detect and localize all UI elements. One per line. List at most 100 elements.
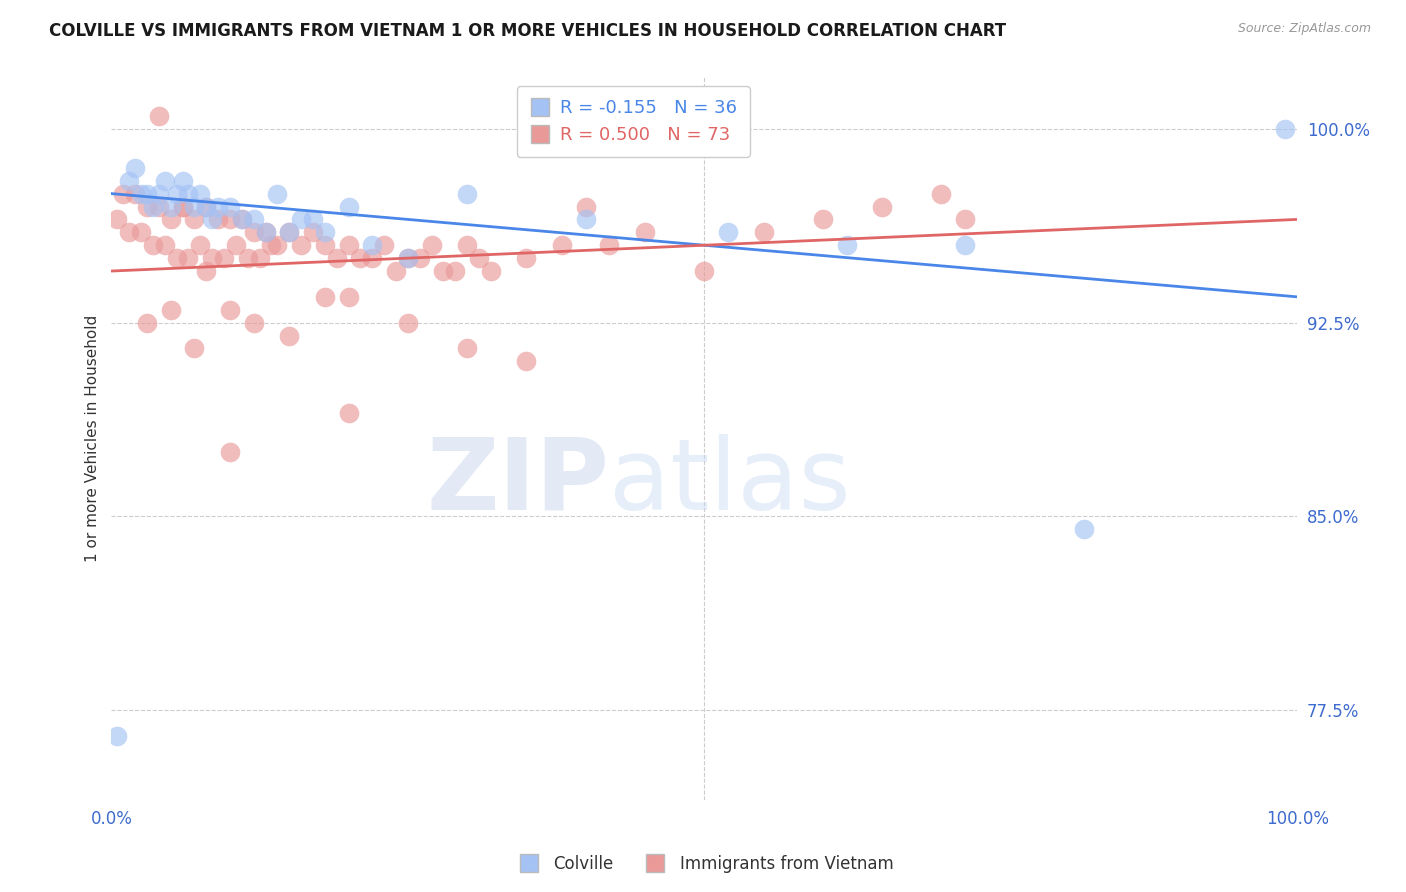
Point (468, 251, 491, 265)
Point (420, 238, 443, 252)
Point (148, 200, 170, 214)
Legend: Colville, Immigrants from Vietnam: Colville, Immigrants from Vietnam (505, 848, 901, 880)
Point (112, 186, 135, 201)
Point (396, 316, 419, 330)
Point (249, 251, 271, 265)
Point (219, 302, 242, 317)
Point (136, 200, 159, 214)
Point (266, 186, 288, 201)
Point (515, 251, 537, 265)
Point (207, 200, 229, 214)
Point (373, 238, 395, 252)
Point (166, 186, 188, 201)
Point (752, 225, 775, 239)
Point (242, 212, 264, 227)
Point (188, 186, 211, 201)
Point (231, 212, 253, 227)
Point (575, 212, 598, 227)
Point (266, 238, 288, 252)
Point (325, 251, 347, 265)
Point (575, 200, 598, 214)
Legend: R = -0.155   N = 36, R = 0.500   N = 73: R = -0.155 N = 36, R = 0.500 N = 73 (516, 87, 749, 157)
Point (172, 200, 194, 214)
Point (159, 200, 181, 214)
Point (337, 406, 360, 420)
Point (242, 316, 264, 330)
Point (337, 200, 360, 214)
Point (337, 290, 360, 304)
Point (153, 238, 176, 252)
Point (136, 316, 159, 330)
Point (349, 251, 371, 265)
Point (105, 729, 128, 743)
Point (953, 212, 976, 227)
Point (124, 161, 146, 175)
Point (456, 186, 478, 201)
Point (129, 186, 152, 201)
Point (551, 238, 574, 252)
Point (953, 238, 976, 252)
Point (361, 238, 384, 252)
Point (456, 342, 478, 356)
Point (195, 200, 218, 214)
Point (142, 238, 165, 252)
Point (396, 251, 419, 265)
Point (172, 200, 194, 214)
Point (717, 225, 740, 239)
Point (124, 186, 146, 201)
Point (225, 238, 247, 252)
Text: atlas: atlas (609, 434, 851, 531)
Point (212, 251, 235, 265)
Text: Source: ZipAtlas.com: Source: ZipAtlas.com (1237, 22, 1371, 36)
Point (201, 251, 224, 265)
Point (409, 251, 432, 265)
Point (118, 174, 141, 188)
Point (142, 200, 165, 214)
Point (479, 264, 502, 278)
Point (166, 251, 188, 265)
Point (302, 212, 325, 227)
Point (118, 225, 141, 239)
Point (159, 212, 181, 227)
Point (201, 212, 224, 227)
Point (177, 186, 200, 201)
Point (159, 302, 181, 317)
Point (219, 444, 242, 458)
Point (231, 212, 253, 227)
Text: ZIP: ZIP (426, 434, 609, 531)
Point (172, 174, 194, 188)
Point (177, 251, 200, 265)
Point (931, 186, 953, 201)
Y-axis label: 1 or more Vehicles in Household: 1 or more Vehicles in Household (86, 315, 100, 563)
Point (314, 225, 336, 239)
Point (195, 200, 218, 214)
Point (188, 238, 211, 252)
Point (314, 238, 336, 252)
Point (278, 225, 301, 239)
Point (207, 212, 229, 227)
Point (183, 342, 205, 356)
Point (302, 225, 325, 239)
Point (693, 264, 716, 278)
Point (136, 186, 159, 201)
Point (456, 238, 478, 252)
Point (236, 251, 259, 265)
Point (515, 354, 537, 368)
Point (314, 290, 336, 304)
Point (129, 225, 152, 239)
Point (183, 200, 205, 214)
Point (153, 174, 176, 188)
Point (385, 264, 408, 278)
Point (432, 264, 454, 278)
Point (290, 212, 312, 227)
Point (598, 238, 620, 252)
Point (260, 238, 283, 252)
Point (278, 225, 301, 239)
Point (1274, 122, 1296, 136)
Point (290, 238, 312, 252)
Point (219, 200, 242, 214)
Point (219, 212, 242, 227)
Point (278, 328, 301, 343)
Point (1073, 522, 1095, 536)
Point (361, 251, 384, 265)
